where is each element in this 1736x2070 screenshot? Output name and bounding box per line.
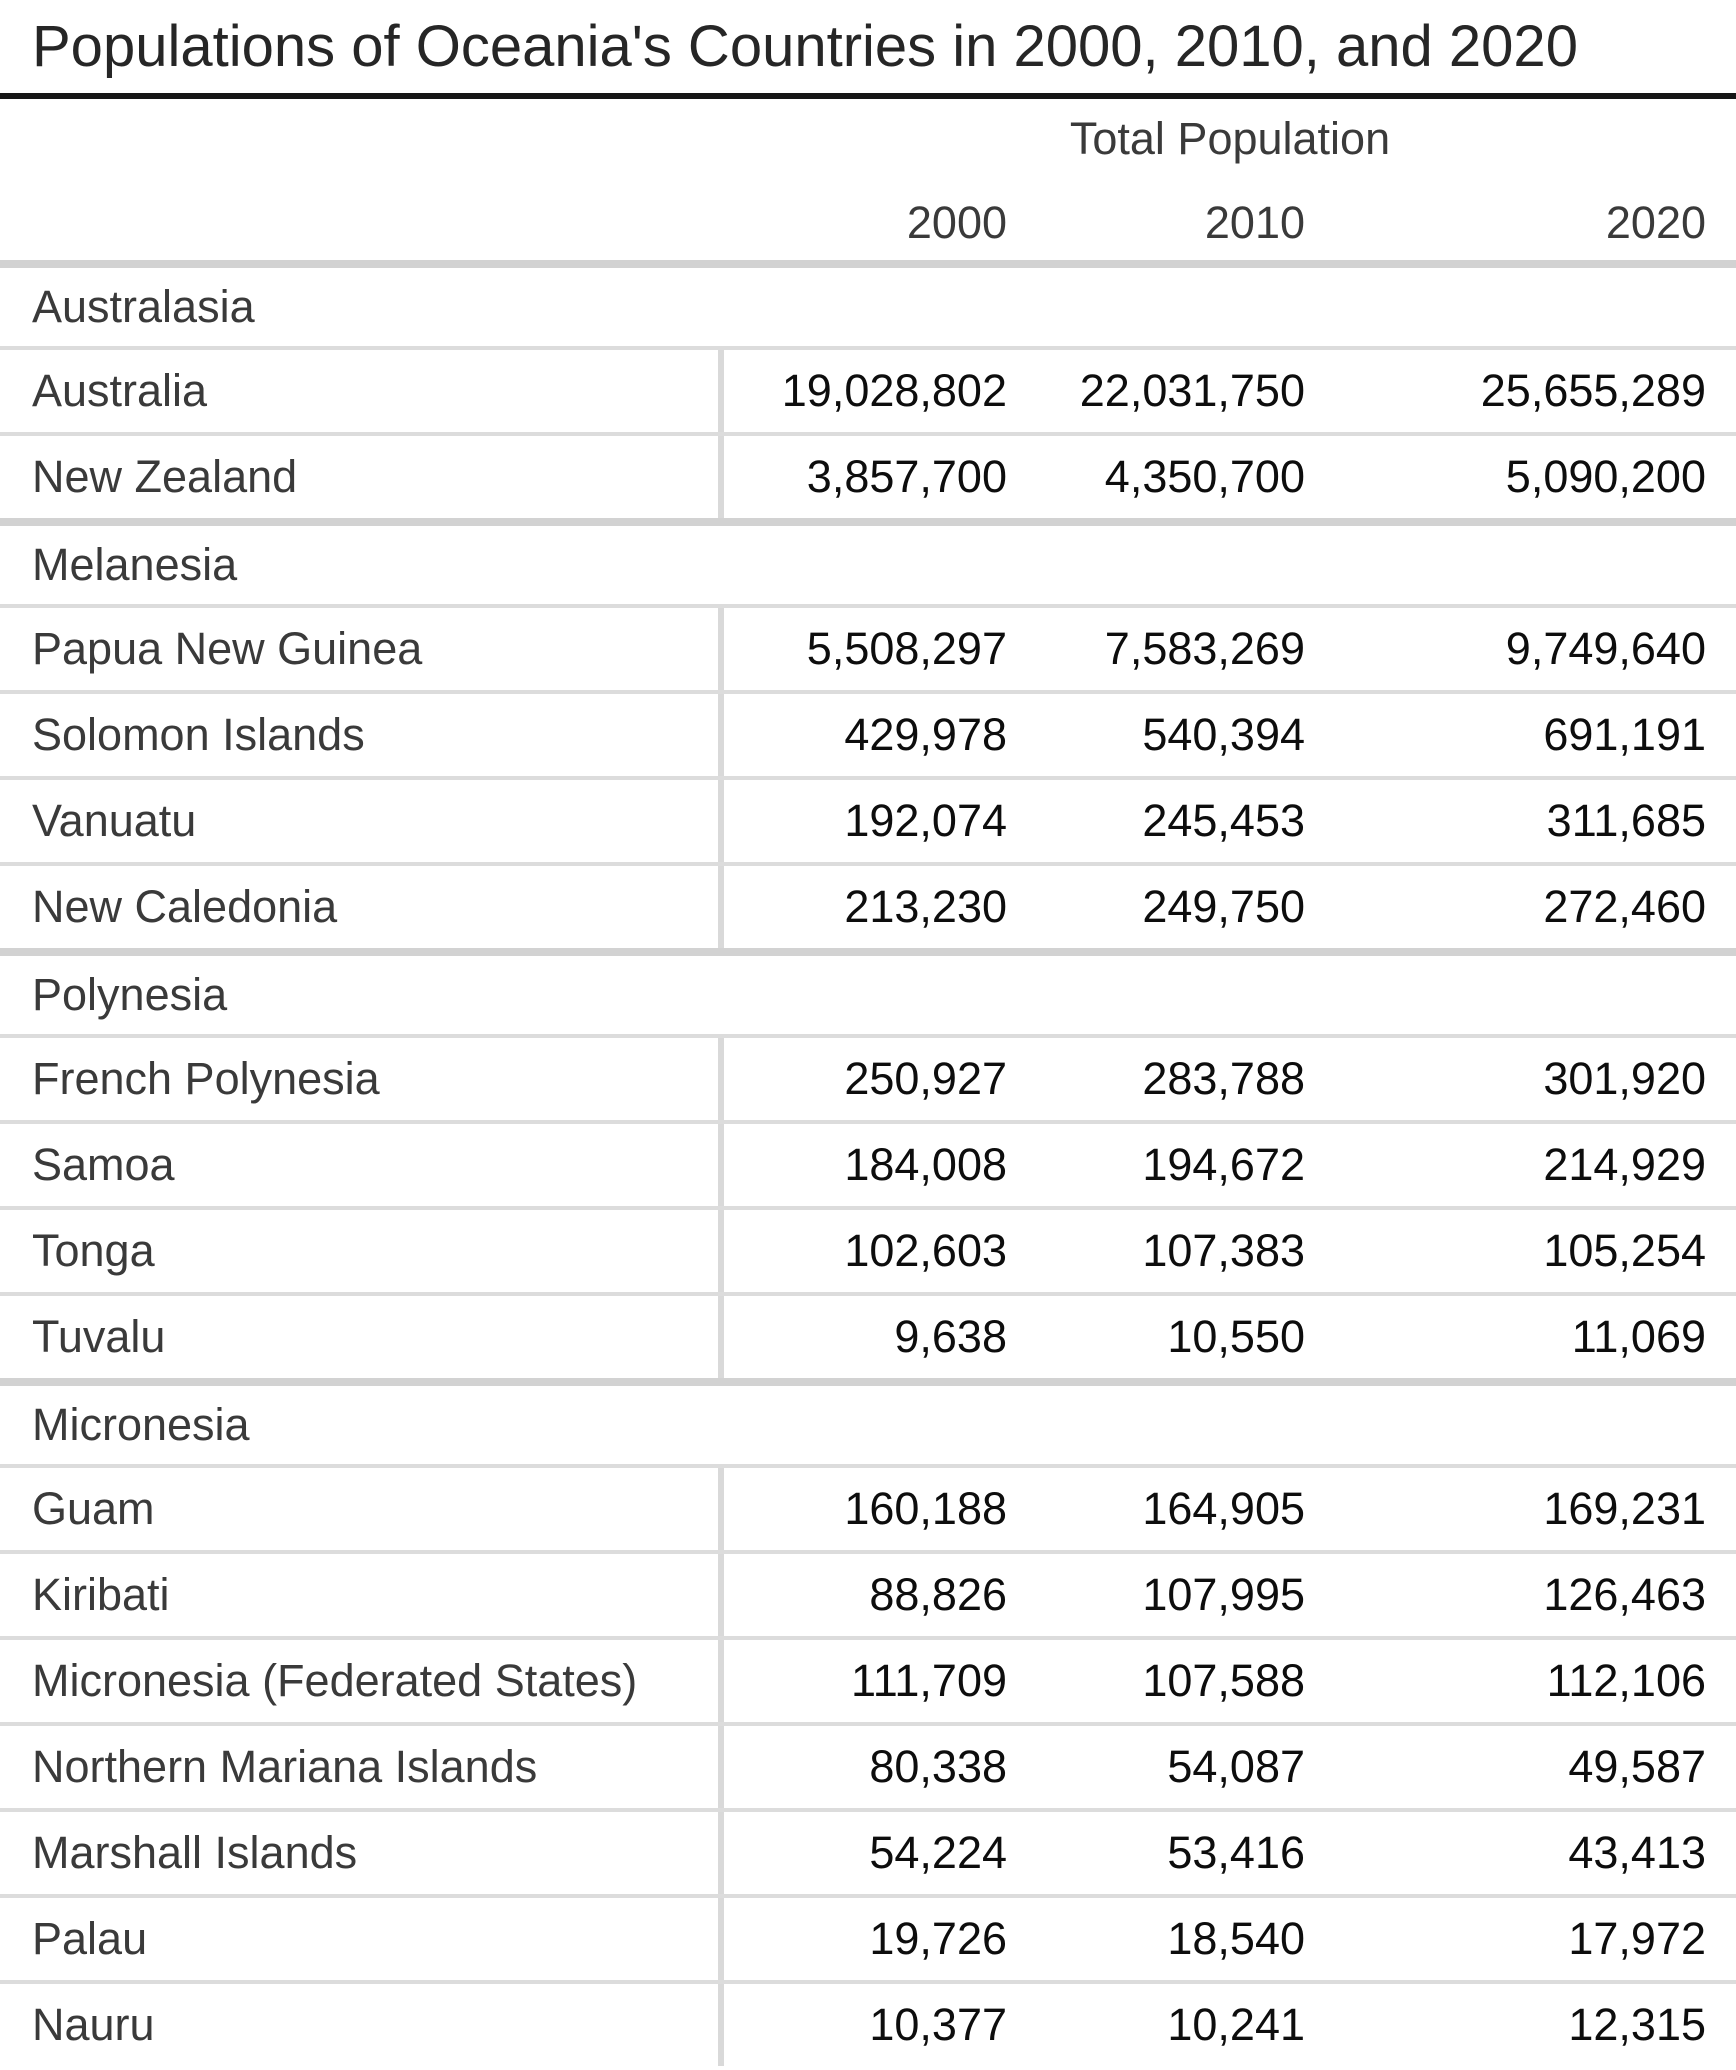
column-spanner-row: Total Population	[0, 99, 1736, 165]
population-value-2000: 19,726	[869, 1913, 1007, 1964]
table-row-new-caledonia: New Caledonia 213,230 249,750 272,460	[0, 862, 1736, 948]
population-value-2020: 112,106	[1546, 1655, 1706, 1706]
population-value-2010: 249,750	[1142, 881, 1305, 932]
country-name-cell: Kiribati	[0, 1554, 724, 1636]
group-header-australasia: Australasia	[0, 260, 1736, 346]
country-name-cell: Samoa	[0, 1124, 724, 1206]
table-row-kiribati: Kiribati 88,826 107,995 126,463	[0, 1550, 1736, 1636]
population-value-2020: 691,191	[1543, 709, 1706, 760]
country-name-cell: Tuvalu	[0, 1296, 724, 1378]
population-value-2000: 5,508,297	[806, 623, 1007, 674]
population-value-2020: 169,231	[1543, 1483, 1706, 1534]
group-header-micronesia: Micronesia	[0, 1378, 1736, 1464]
population-value-2020: 105,254	[1543, 1225, 1706, 1276]
population-value-2000: 80,338	[869, 1741, 1007, 1792]
country-name-cell: Vanuatu	[0, 780, 724, 862]
group-header-polynesia: Polynesia	[0, 948, 1736, 1034]
population-value-2020: 272,460	[1543, 881, 1706, 932]
population-value-2010: 164,905	[1142, 1483, 1305, 1534]
population-value-2000: 10,377	[869, 1999, 1007, 2050]
population-value-2000: 160,188	[844, 1483, 1007, 1534]
population-value-2010: 10,241	[1167, 1999, 1305, 2050]
population-value-2000: 184,008	[844, 1139, 1007, 1190]
column-spanner-label: Total Population	[1069, 113, 1391, 164]
country-name-cell: Papua New Guinea	[0, 608, 724, 690]
population-value-2000: 102,603	[844, 1225, 1007, 1276]
year-header-row: 2000 2010 2020	[0, 165, 1736, 260]
year-column-header-2020: 2020	[1605, 197, 1706, 248]
table-row-northern-mariana-islands: Northern Mariana Islands 80,338 54,087 4…	[0, 1722, 1736, 1808]
population-value-2010: 245,453	[1142, 795, 1305, 846]
population-value-2020: 25,655,289	[1480, 365, 1706, 416]
country-name-cell: Marshall Islands	[0, 1812, 724, 1894]
population-value-2020: 126,463	[1543, 1569, 1706, 1620]
table-row-marshall-islands: Marshall Islands 54,224 53,416 43,413	[0, 1808, 1736, 1894]
population-value-2010: 283,788	[1142, 1053, 1305, 1104]
population-value-2010: 7,583,269	[1104, 623, 1305, 674]
year-row-spacer	[0, 197, 724, 249]
group-header-melanesia: Melanesia	[0, 518, 1736, 604]
table-row-tuvalu: Tuvalu 9,638 10,550 11,069	[0, 1292, 1736, 1378]
population-value-2000: 111,709	[851, 1655, 1007, 1706]
population-value-2010: 107,995	[1142, 1569, 1305, 1620]
table-row-palau: Palau 19,726 18,540 17,972	[0, 1894, 1736, 1980]
table-row-samoa: Samoa 184,008 194,672 214,929	[0, 1120, 1736, 1206]
country-name-cell: Guam	[0, 1468, 724, 1550]
year-column-header-2010: 2010	[1204, 197, 1305, 248]
country-name-cell: Tonga	[0, 1210, 724, 1292]
population-value-2010: 194,672	[1142, 1139, 1305, 1190]
year-column-header-2000: 2000	[906, 197, 1007, 248]
country-name-cell: Solomon Islands	[0, 694, 724, 776]
population-value-2020: 12,315	[1568, 1999, 1706, 2050]
population-value-2010: 54,087	[1167, 1741, 1305, 1792]
country-name-cell: Nauru	[0, 1984, 724, 2066]
population-value-2010: 10,550	[1167, 1311, 1305, 1362]
population-value-2000: 192,074	[844, 795, 1007, 846]
population-value-2020: 311,685	[1546, 795, 1706, 846]
population-value-2000: 88,826	[869, 1569, 1007, 1620]
population-value-2000: 429,978	[844, 709, 1007, 760]
page-title: Populations of Oceania's Countries in 20…	[32, 14, 1578, 79]
population-value-2020: 9,749,640	[1505, 623, 1706, 674]
population-value-2010: 107,588	[1142, 1655, 1305, 1706]
table-row-vanuatu: Vanuatu 192,074 245,453 311,685	[0, 776, 1736, 862]
population-value-2010: 4,350,700	[1104, 451, 1305, 502]
country-name-cell: Micronesia (Federated States)	[0, 1640, 724, 1722]
table-row-new-zealand: New Zealand 3,857,700 4,350,700 5,090,20…	[0, 432, 1736, 518]
country-name-cell: New Caledonia	[0, 866, 724, 948]
title-divider-rule	[0, 93, 1736, 99]
country-name-cell: Northern Mariana Islands	[0, 1726, 724, 1808]
population-value-2020: 49,587	[1568, 1741, 1706, 1792]
population-value-2010: 53,416	[1167, 1827, 1305, 1878]
table-row-micronesia-federated-states: Micronesia (Federated States) 111,709 10…	[0, 1636, 1736, 1722]
population-value-2020: 11,069	[1571, 1311, 1706, 1362]
table-row-papua-new-guinea: Papua New Guinea 5,508,297 7,583,269 9,7…	[0, 604, 1736, 690]
country-name-cell: Palau	[0, 1898, 724, 1980]
table-row-australia: Australia 19,028,802 22,031,750 25,655,2…	[0, 346, 1736, 432]
country-name-cell: New Zealand	[0, 436, 724, 518]
population-value-2000: 54,224	[869, 1827, 1007, 1878]
population-value-2000: 250,927	[844, 1053, 1007, 1104]
table-row-french-polynesia: French Polynesia 250,927 283,788 301,920	[0, 1034, 1736, 1120]
table-row-nauru: Nauru 10,377 10,241 12,315	[0, 1980, 1736, 2066]
population-value-2020: 43,413	[1568, 1827, 1706, 1878]
country-name-cell: Australia	[0, 350, 724, 432]
population-value-2000: 9,638	[894, 1311, 1007, 1362]
population-value-2000: 3,857,700	[806, 451, 1007, 502]
population-value-2020: 301,920	[1543, 1053, 1706, 1104]
population-value-2020: 5,090,200	[1505, 451, 1706, 502]
population-value-2010: 18,540	[1167, 1913, 1305, 1964]
table-row-guam: Guam 160,188 164,905 169,231	[0, 1464, 1736, 1550]
population-value-2010: 22,031,750	[1079, 365, 1305, 416]
table-row-tonga: Tonga 102,603 107,383 105,254	[0, 1206, 1736, 1292]
population-value-2010: 540,394	[1142, 709, 1305, 760]
population-value-2020: 214,929	[1543, 1139, 1706, 1190]
population-value-2000: 213,230	[844, 881, 1007, 932]
population-value-2010: 107,383	[1142, 1225, 1305, 1276]
country-name-cell: French Polynesia	[0, 1038, 724, 1120]
population-value-2000: 19,028,802	[781, 365, 1007, 416]
table-row-solomon-islands: Solomon Islands 429,978 540,394 691,191	[0, 690, 1736, 776]
population-value-2020: 17,972	[1568, 1913, 1706, 1964]
